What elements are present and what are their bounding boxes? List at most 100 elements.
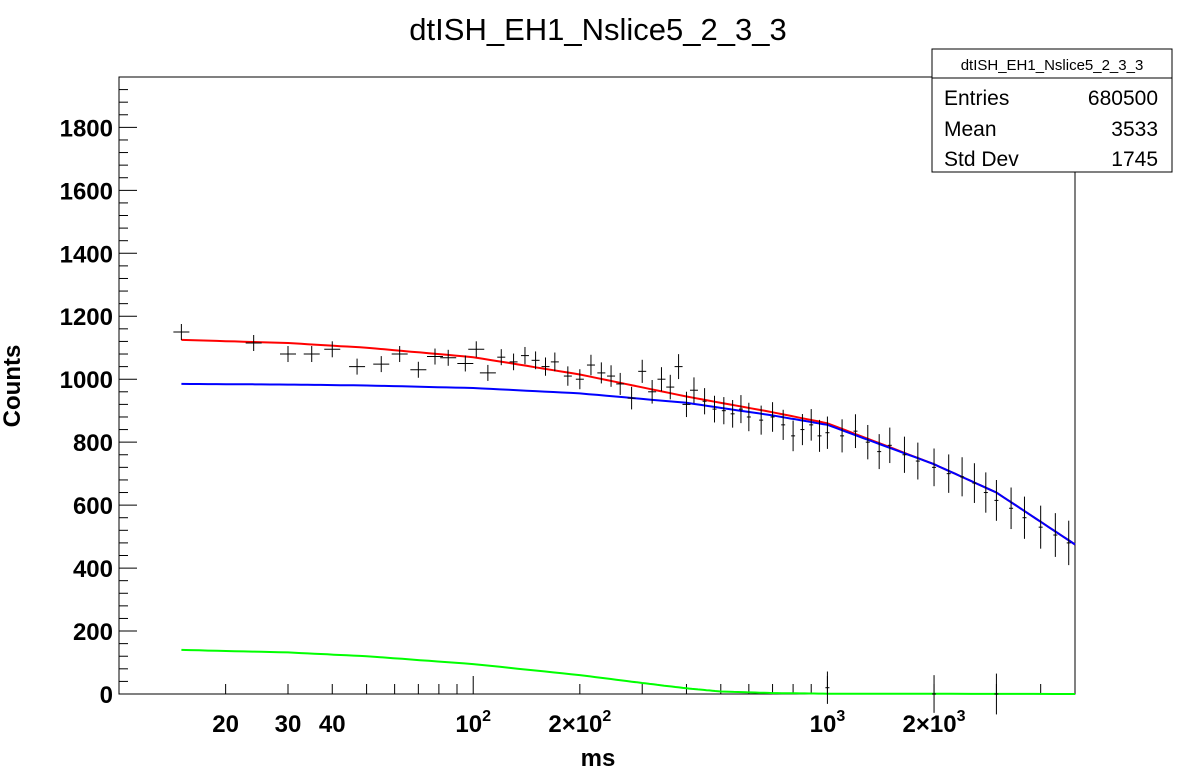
data-point <box>721 397 726 425</box>
data-point <box>550 352 559 372</box>
x-tick-label: 2×103 <box>903 708 966 738</box>
data-point <box>391 346 408 363</box>
data-point <box>280 346 297 363</box>
data-point <box>457 355 474 372</box>
data-point <box>730 400 735 428</box>
y-axis: 0 200 400 600 800 1000 1200 1400 1600 1800 <box>60 76 137 709</box>
data-point <box>245 335 262 352</box>
data-point <box>586 354 595 376</box>
data-point <box>865 424 870 460</box>
data-point <box>946 454 951 493</box>
data-point <box>173 323 190 340</box>
x-tick-label: 40 <box>319 711 346 738</box>
stats-stddev-value: 1745 <box>1111 148 1158 171</box>
data-point <box>983 472 988 513</box>
data-point <box>759 405 764 435</box>
data-point <box>800 414 805 446</box>
stats-entries-label: Entries <box>944 87 1009 110</box>
data-point <box>994 673 999 715</box>
data-point <box>666 374 675 400</box>
stats-box-frame <box>931 48 1173 173</box>
data-point <box>791 420 796 452</box>
x-tick-label: 20 <box>212 711 239 738</box>
data-point <box>1053 513 1058 557</box>
data-point <box>915 442 920 480</box>
x-tick-exponent: 3 <box>957 708 966 725</box>
y-tick-label: 200 <box>73 619 113 646</box>
data-point <box>638 359 647 383</box>
fit-curve <box>181 382 1076 546</box>
x-tick-exponent: 2 <box>482 708 491 725</box>
x-axis: 20 30 40 102 2×102 103 2×103 <box>118 676 1076 738</box>
y-tick-label: 600 <box>73 493 113 520</box>
fit-curve <box>181 338 1076 546</box>
data-point <box>607 365 616 387</box>
fit-curve <box>181 648 1075 695</box>
data-point <box>520 346 529 365</box>
stats-mean-value: 3533 <box>1111 118 1158 141</box>
x-tick-label: 103 <box>810 708 846 738</box>
data-point <box>674 354 683 380</box>
data-point <box>324 341 341 358</box>
data-point <box>712 395 717 423</box>
data-point <box>627 386 636 410</box>
stats-box: dtISH_EH1_Nslice5_2_3_3 Entries 680500 M… <box>931 48 1173 173</box>
y-tick-label: 1800 <box>60 115 113 142</box>
data-point <box>781 409 786 440</box>
data-point <box>349 358 366 375</box>
data-point <box>932 448 937 487</box>
data-point <box>373 356 390 373</box>
data-point <box>840 419 845 453</box>
chart-title: dtISH_EH1_Nslice5_2_3_3 <box>409 12 786 47</box>
data-point <box>1022 496 1027 539</box>
data-point <box>689 377 698 404</box>
y-axis-title: Counts <box>0 345 26 428</box>
y-tick-label: 800 <box>73 430 113 457</box>
data-point <box>563 366 572 386</box>
data-point <box>426 348 443 365</box>
y-tick-label: 1400 <box>60 241 113 268</box>
data-point <box>746 402 751 432</box>
data-point <box>702 388 707 415</box>
data-point <box>509 353 518 371</box>
x-tick-exponent: 2 <box>602 708 611 725</box>
data-point <box>1038 505 1043 549</box>
stats-mean-label: Mean <box>944 118 997 141</box>
data-series <box>173 323 1076 715</box>
data-point <box>575 369 584 390</box>
data-point <box>972 463 977 503</box>
data-point <box>1066 520 1071 566</box>
x-tick-label: 102 <box>455 708 491 738</box>
data-point <box>853 414 858 449</box>
data-point <box>825 416 830 449</box>
x-tick-label: 2×102 <box>548 708 611 738</box>
stats-box-title: dtISH_EH1_Nslice5_2_3_3 <box>961 57 1144 74</box>
data-point <box>932 675 937 713</box>
data-point <box>887 427 892 464</box>
y-tick-label: 400 <box>73 556 113 583</box>
data-point <box>877 434 882 470</box>
data-point <box>738 395 743 424</box>
data-point <box>468 341 485 358</box>
y-tick-label: 0 <box>100 682 113 709</box>
data-point <box>616 372 625 395</box>
data-point <box>410 361 427 378</box>
data-point <box>770 402 775 432</box>
data-point <box>541 357 550 376</box>
stats-stddev-label: Std Dev <box>944 148 1019 171</box>
data-point <box>960 457 965 497</box>
y-tick-label: 1600 <box>60 178 113 205</box>
data-point <box>440 349 457 366</box>
data-point <box>809 409 814 441</box>
data-point <box>479 364 496 381</box>
data-point <box>648 379 657 404</box>
data-point <box>817 419 822 452</box>
data-point <box>994 479 999 521</box>
data-point <box>1009 487 1014 530</box>
data-point <box>657 367 666 392</box>
data-point <box>825 671 830 704</box>
x-tick-label: 30 <box>275 711 302 738</box>
data-point <box>902 436 907 473</box>
x-axis-title: ms <box>581 745 616 772</box>
